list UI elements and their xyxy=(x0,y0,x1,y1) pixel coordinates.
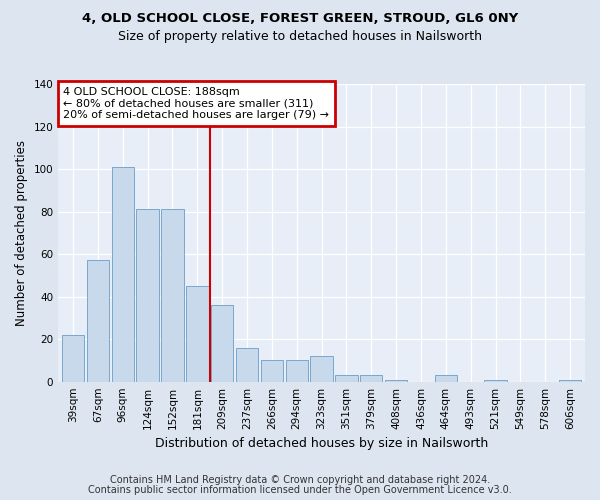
Bar xyxy=(484,380,507,382)
Text: Contains public sector information licensed under the Open Government Licence v3: Contains public sector information licen… xyxy=(88,485,512,495)
Bar xyxy=(310,356,333,382)
Bar xyxy=(360,376,382,382)
Bar xyxy=(335,376,358,382)
Bar xyxy=(286,360,308,382)
Text: Contains HM Land Registry data © Crown copyright and database right 2024.: Contains HM Land Registry data © Crown c… xyxy=(110,475,490,485)
Bar xyxy=(385,380,407,382)
Bar xyxy=(62,335,84,382)
Text: 4, OLD SCHOOL CLOSE, FOREST GREEN, STROUD, GL6 0NY: 4, OLD SCHOOL CLOSE, FOREST GREEN, STROU… xyxy=(82,12,518,26)
Bar xyxy=(260,360,283,382)
Bar xyxy=(559,380,581,382)
Bar xyxy=(186,286,209,382)
Bar xyxy=(236,348,258,382)
Bar xyxy=(211,305,233,382)
Bar xyxy=(434,376,457,382)
Bar xyxy=(112,167,134,382)
Y-axis label: Number of detached properties: Number of detached properties xyxy=(15,140,28,326)
Text: Size of property relative to detached houses in Nailsworth: Size of property relative to detached ho… xyxy=(118,30,482,43)
X-axis label: Distribution of detached houses by size in Nailsworth: Distribution of detached houses by size … xyxy=(155,437,488,450)
Bar xyxy=(161,210,184,382)
Text: 4 OLD SCHOOL CLOSE: 188sqm
← 80% of detached houses are smaller (311)
20% of sem: 4 OLD SCHOOL CLOSE: 188sqm ← 80% of deta… xyxy=(64,87,329,120)
Bar xyxy=(87,260,109,382)
Bar xyxy=(136,210,159,382)
